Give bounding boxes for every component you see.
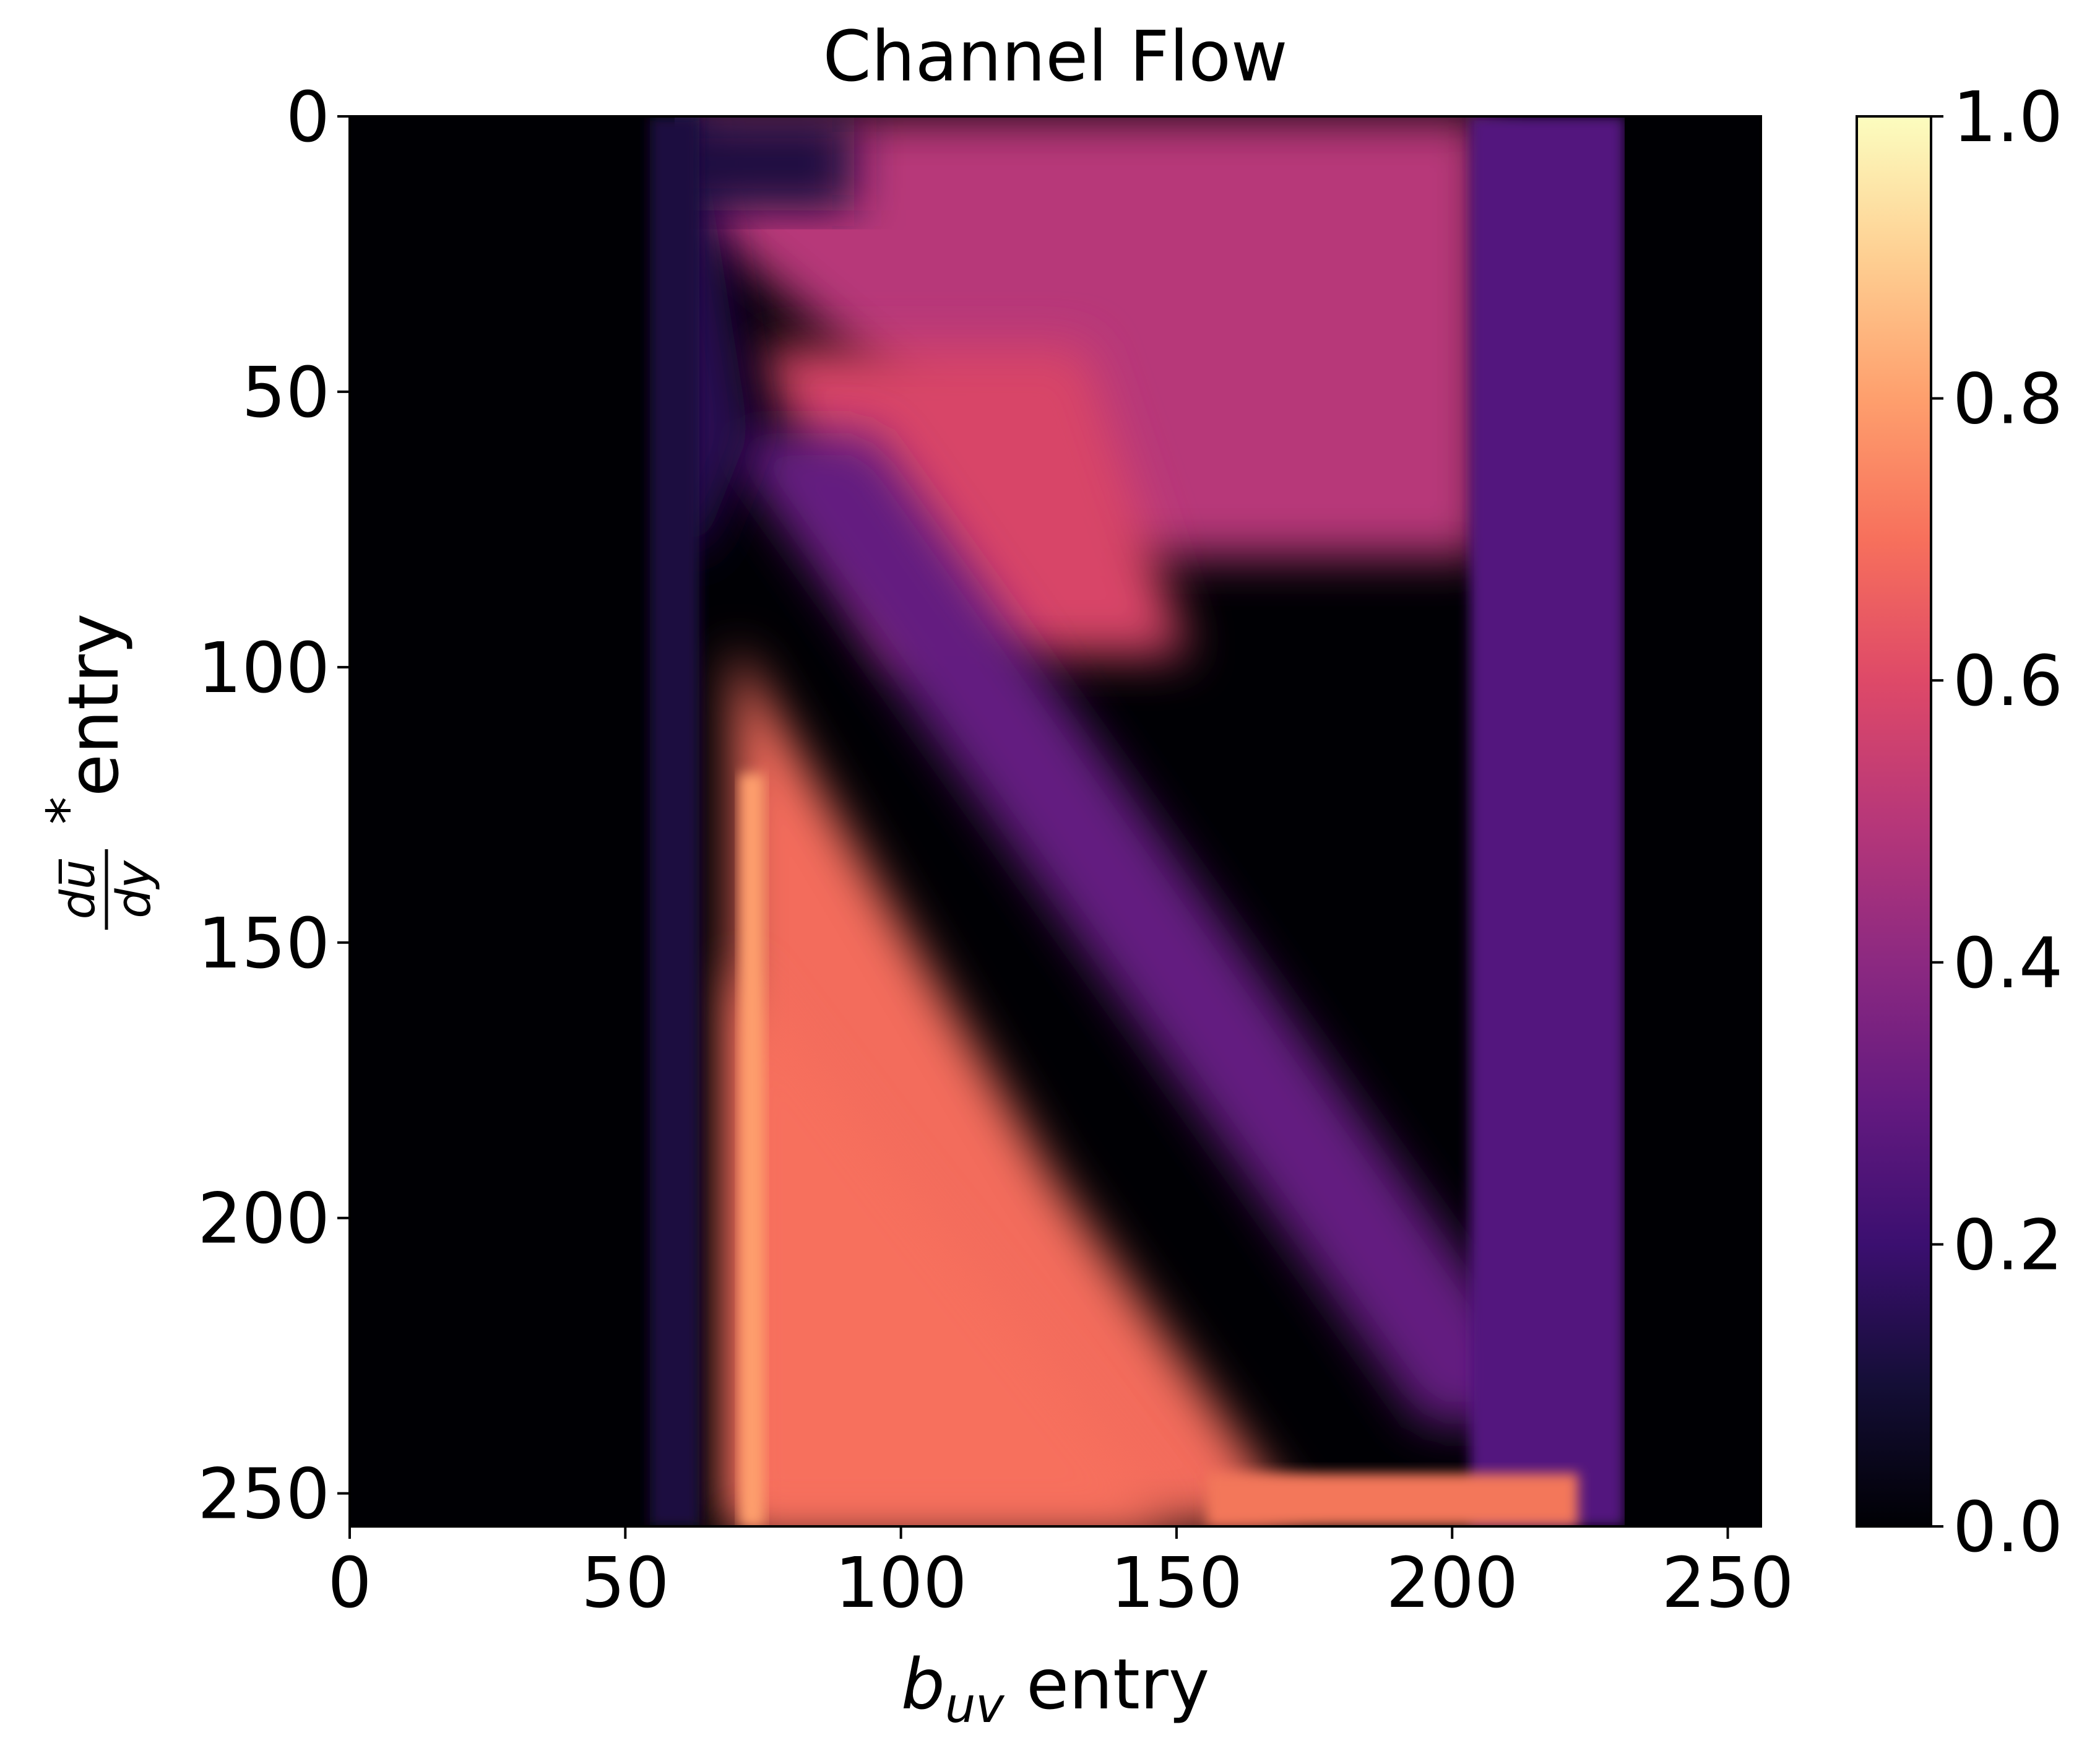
y-axis-label: entry du̅ dy * bbox=[35, 613, 161, 930]
heatmap-region-upper-right bbox=[675, 116, 1485, 557]
x-tick-label: 100 bbox=[835, 1543, 967, 1624]
x-tick-label: 50 bbox=[581, 1543, 670, 1624]
y-tick-label: 150 bbox=[197, 904, 330, 984]
heatmap-image bbox=[350, 116, 1761, 1526]
colorbar-tick-label: 1.0 bbox=[1953, 77, 2063, 158]
x-tick-label: 200 bbox=[1386, 1543, 1518, 1624]
y-tick-label: 200 bbox=[197, 1179, 330, 1260]
colorbar-tick-label: 0.6 bbox=[1953, 641, 2063, 722]
x-axis-label: buv entry bbox=[901, 1645, 1209, 1734]
y-axis-label-numerator: du̅ bbox=[50, 859, 105, 919]
colorbar-ticks: 0.0 0.2 0.4 0.6 0.8 1.0 bbox=[1931, 77, 2063, 1568]
y-axis-ticks: 0 50 100 150 200 250 bbox=[197, 77, 350, 1535]
y-axis-label-denominator: dy bbox=[106, 860, 161, 918]
chart-title: Channel Flow bbox=[823, 17, 1287, 97]
x-axis-label-rest: entry bbox=[1004, 1645, 1209, 1725]
y-axis-label-rest: entry bbox=[54, 613, 134, 797]
colorbar-tick-label: 0.2 bbox=[1953, 1205, 2063, 1286]
x-tick-label: 150 bbox=[1110, 1543, 1243, 1624]
heatmap-region-diagonal-band bbox=[718, 433, 1578, 1424]
heatmap-dark-edge bbox=[650, 116, 699, 1526]
colorbar bbox=[1856, 115, 1932, 1528]
heatmap-dark-right bbox=[1625, 116, 1761, 1526]
y-tick-label: 250 bbox=[197, 1455, 330, 1535]
x-axis-ticks: 0 50 100 150 200 250 bbox=[327, 1526, 1794, 1624]
heatmap-bottom-glow bbox=[1207, 1473, 1578, 1526]
y-tick-label: 100 bbox=[197, 628, 330, 709]
plot-frame bbox=[348, 115, 1762, 1528]
x-axis-label-base: b bbox=[901, 1645, 945, 1725]
heatmap-bright-column bbox=[740, 774, 764, 1526]
colorbar-tick-label: 0.0 bbox=[1953, 1487, 2063, 1568]
colorbar-tick-label: 0.8 bbox=[1953, 360, 2063, 440]
x-axis-label-subscript: uv bbox=[945, 1678, 1005, 1734]
x-tick-label: 250 bbox=[1662, 1543, 1794, 1624]
heatmap-region-lower-core bbox=[733, 959, 1176, 1526]
heatmap-right-stripes bbox=[1470, 116, 1625, 1526]
y-tick-label: 0 bbox=[286, 77, 330, 158]
y-axis-label-star: * bbox=[35, 797, 100, 824]
colorbar-tick-label: 0.4 bbox=[1953, 924, 2063, 1004]
x-tick-label: 0 bbox=[327, 1543, 371, 1624]
heatmap-dark-left bbox=[350, 116, 675, 1526]
y-tick-label: 50 bbox=[241, 353, 330, 433]
